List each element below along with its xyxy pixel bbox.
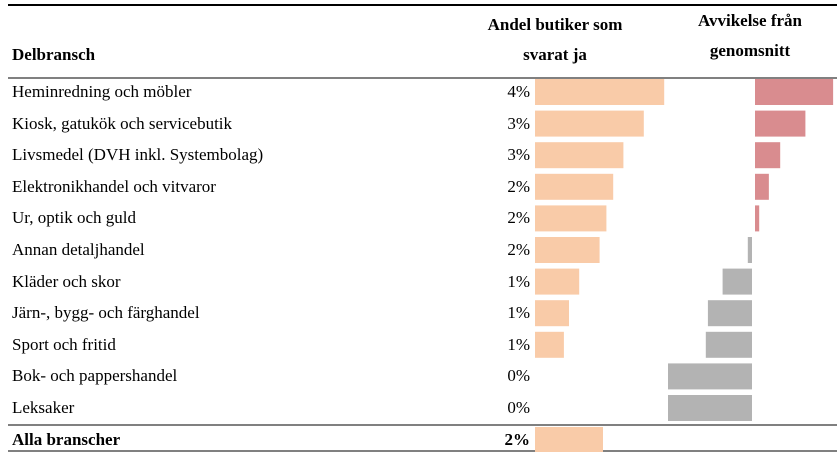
share-bar [535, 268, 580, 295]
deviation-bar [755, 79, 834, 105]
share-bar [535, 110, 644, 137]
deviation-bar [747, 237, 752, 263]
row-name: Annan detaljhandel [12, 240, 145, 259]
row-name: Heminredning och möbler [12, 82, 192, 101]
deviation-bar [755, 110, 806, 137]
row-name: Livsmedel (DVH inkl. Systembolag) [12, 145, 264, 165]
share-label: 1% [507, 303, 530, 323]
share-label: 2% [507, 240, 530, 259]
share-label: 2% [507, 176, 530, 196]
share-bar [535, 237, 600, 263]
row-name: Leksaker [12, 398, 75, 417]
deviation-bar [705, 331, 752, 358]
deviation-bar [755, 142, 781, 169]
header-name: Delbransch [12, 45, 96, 64]
share-bar [535, 300, 569, 327]
share-label: 2% [504, 430, 531, 449]
row-name: Bok- och pappershandel [12, 366, 178, 386]
deviation-bar [755, 205, 760, 232]
row-name: Sport och fritid [12, 334, 116, 354]
row-name: Elektronikhandel och vitvaror [12, 176, 216, 196]
share-label: 1% [507, 334, 530, 354]
row-name: Järn-, bygg- och färghandel [12, 303, 200, 323]
row-name: Alla branscher [12, 430, 121, 449]
row-name: Kiosk, gatukök och servicebutik [12, 113, 233, 133]
share-label: 0% [507, 398, 530, 417]
share-label: 3% [507, 145, 530, 165]
share-bar [535, 331, 564, 358]
deviation-bar [722, 268, 752, 295]
share-bar [535, 173, 614, 200]
share-label: 1% [507, 271, 530, 291]
deviation-bar [755, 173, 769, 200]
share-label: 4% [507, 82, 530, 101]
share-bar [535, 142, 624, 169]
share-label: 3% [507, 113, 530, 133]
deviation-bar [668, 363, 752, 390]
header-deviation: Avvikelse från genomsnitt [697, 11, 803, 60]
deviation-bar [668, 395, 752, 421]
share-label: 0% [507, 366, 530, 386]
share-bar [535, 205, 607, 232]
share-bar [535, 79, 665, 105]
share-label: 2% [507, 208, 530, 228]
row-name: Kläder och skor [12, 271, 121, 291]
header-share: Andel butiker som svarat ja [487, 15, 623, 64]
row-name: Ur, optik och guld [12, 208, 136, 228]
share-bar [535, 427, 603, 452]
deviation-bar [707, 300, 752, 327]
